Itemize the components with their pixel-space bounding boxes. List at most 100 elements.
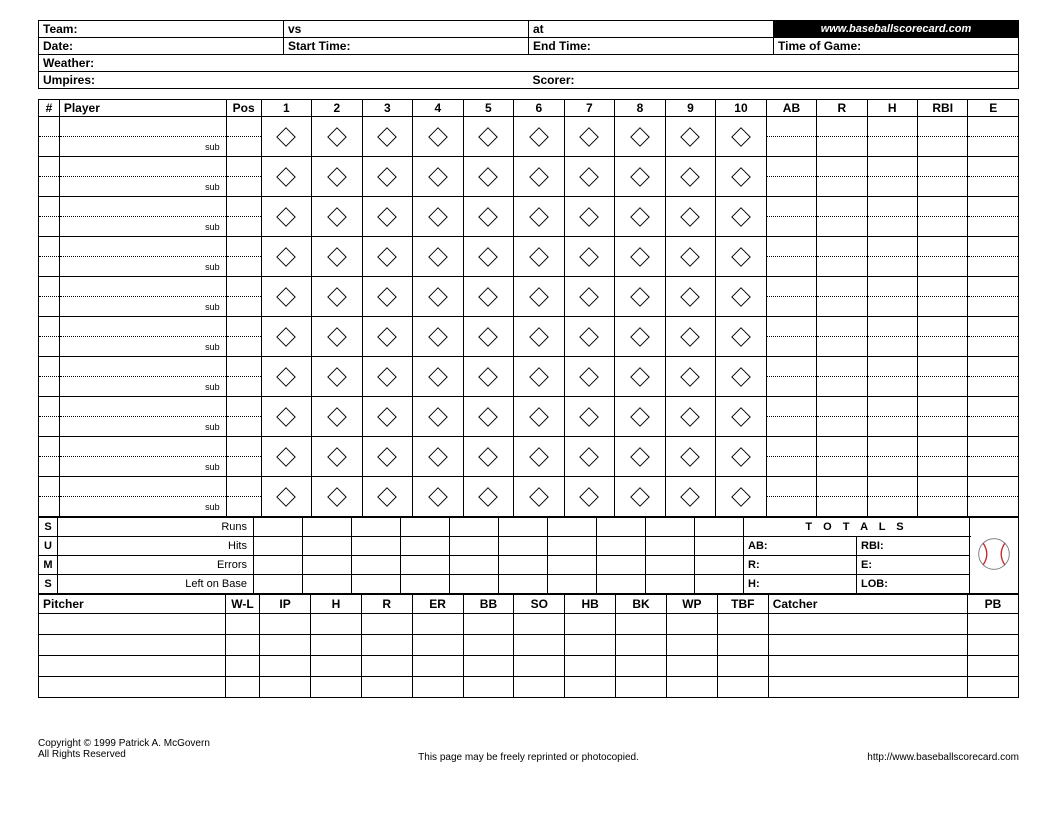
at-bat-cell[interactable] [463, 397, 514, 437]
player-number[interactable] [39, 277, 60, 297]
sums-cell[interactable] [695, 556, 744, 575]
player-pos[interactable] [226, 357, 261, 377]
stat-cell-sub[interactable] [817, 377, 867, 397]
stat-cell[interactable] [917, 317, 968, 337]
sums-cell[interactable] [303, 518, 352, 537]
sums-cell[interactable] [548, 556, 597, 575]
player-number[interactable] [39, 317, 60, 337]
stat-cell[interactable] [766, 397, 817, 417]
pitch-stat[interactable] [225, 614, 259, 635]
at-bat-cell[interactable] [615, 397, 666, 437]
pitch-stat[interactable] [361, 677, 412, 698]
stat-cell-sub[interactable] [766, 257, 817, 277]
stat-cell-sub[interactable] [867, 377, 917, 397]
stat-cell-sub[interactable] [817, 217, 867, 237]
sums-cell[interactable] [450, 537, 499, 556]
stat-cell[interactable] [968, 477, 1019, 497]
player-number[interactable] [39, 197, 60, 217]
at-bat-cell[interactable] [514, 437, 565, 477]
at-bat-cell[interactable] [312, 357, 363, 397]
pitch-stat[interactable] [412, 656, 463, 677]
sums-cell[interactable] [254, 537, 303, 556]
stat-cell-sub[interactable] [867, 177, 917, 197]
player-name[interactable] [59, 317, 226, 337]
stat-cell[interactable] [867, 237, 917, 257]
stat-cell-sub[interactable] [766, 217, 817, 237]
pitch-stat[interactable] [565, 677, 616, 698]
at-bat-cell[interactable] [514, 357, 565, 397]
at-bat-cell[interactable] [463, 197, 514, 237]
pitch-stat[interactable] [361, 614, 412, 635]
sub-pos[interactable] [226, 377, 261, 397]
at-bat-cell[interactable] [665, 317, 716, 357]
at-bat-cell[interactable] [665, 157, 716, 197]
sums-cell[interactable] [401, 556, 450, 575]
pitch-stat[interactable] [463, 635, 514, 656]
player-name[interactable] [59, 237, 226, 257]
stat-cell[interactable] [817, 437, 867, 457]
pitch-stat[interactable] [616, 614, 667, 635]
at-bat-cell[interactable] [514, 117, 565, 157]
stat-cell[interactable] [766, 317, 817, 337]
sub-number[interactable] [39, 137, 60, 157]
stat-cell-sub[interactable] [817, 497, 867, 517]
stat-cell[interactable] [817, 317, 867, 337]
at-bat-cell[interactable] [463, 317, 514, 357]
stat-cell-sub[interactable] [867, 417, 917, 437]
at-bat-cell[interactable] [463, 477, 514, 517]
stat-cell-sub[interactable] [817, 137, 867, 157]
stat-cell[interactable] [917, 277, 968, 297]
pitch-stat[interactable] [514, 614, 565, 635]
at-bat-cell[interactable] [514, 397, 565, 437]
sums-cell[interactable] [597, 575, 646, 594]
pitch-stat[interactable] [361, 656, 412, 677]
at-bat-cell[interactable] [463, 357, 514, 397]
pitch-stat[interactable] [260, 614, 311, 635]
at-bat-cell[interactable] [514, 197, 565, 237]
at-bat-cell[interactable] [362, 197, 413, 237]
at-bat-cell[interactable] [564, 317, 615, 357]
stat-cell[interactable] [867, 437, 917, 457]
player-number[interactable] [39, 117, 60, 137]
sub-pos[interactable] [226, 457, 261, 477]
sub-pos[interactable] [226, 177, 261, 197]
pitcher-name[interactable] [39, 635, 226, 656]
player-pos[interactable] [226, 117, 261, 137]
player-number[interactable] [39, 477, 60, 497]
at-bat-cell[interactable] [716, 437, 767, 477]
pitch-stat[interactable] [616, 656, 667, 677]
player-name[interactable] [59, 357, 226, 377]
sums-cell[interactable] [499, 518, 548, 537]
pitch-stat[interactable] [717, 656, 768, 677]
pitch-stat[interactable] [412, 614, 463, 635]
at-bat-cell[interactable] [615, 317, 666, 357]
at-bat-cell[interactable] [362, 157, 413, 197]
at-bat-cell[interactable] [615, 237, 666, 277]
sums-cell[interactable] [303, 575, 352, 594]
stat-cell[interactable] [766, 117, 817, 137]
sums-cell[interactable] [548, 537, 597, 556]
stat-cell-sub[interactable] [917, 217, 968, 237]
stat-cell[interactable] [917, 437, 968, 457]
stat-cell[interactable] [917, 477, 968, 497]
player-pos[interactable] [226, 397, 261, 417]
pitcher-name[interactable] [39, 656, 226, 677]
sums-cell[interactable] [597, 537, 646, 556]
at-bat-cell[interactable] [261, 277, 312, 317]
sums-cell[interactable] [499, 556, 548, 575]
stat-cell-sub[interactable] [766, 417, 817, 437]
at-bat-cell[interactable] [261, 117, 312, 157]
pb-cell[interactable] [968, 614, 1019, 635]
stat-cell-sub[interactable] [817, 257, 867, 277]
sub-number[interactable] [39, 337, 60, 357]
stat-cell-sub[interactable] [917, 137, 968, 157]
at-bat-cell[interactable] [716, 157, 767, 197]
pitch-stat[interactable] [565, 635, 616, 656]
stat-cell-sub[interactable] [917, 257, 968, 277]
pitch-stat[interactable] [260, 677, 311, 698]
stat-cell[interactable] [867, 317, 917, 337]
at-bat-cell[interactable] [716, 477, 767, 517]
at-bat-cell[interactable] [362, 277, 413, 317]
sub-number[interactable] [39, 217, 60, 237]
catcher-name[interactable] [768, 635, 967, 656]
